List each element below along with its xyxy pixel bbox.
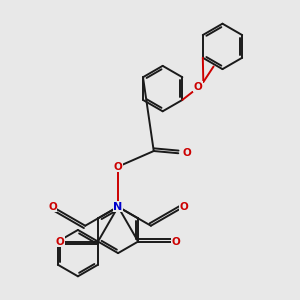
Text: N: N	[113, 202, 123, 212]
Text: N: N	[113, 202, 123, 212]
Text: O: O	[114, 162, 122, 172]
Text: O: O	[183, 148, 192, 158]
Text: O: O	[56, 236, 64, 247]
Text: O: O	[172, 236, 180, 247]
Text: O: O	[194, 82, 202, 92]
Text: O: O	[48, 202, 57, 212]
Text: O: O	[179, 202, 188, 212]
